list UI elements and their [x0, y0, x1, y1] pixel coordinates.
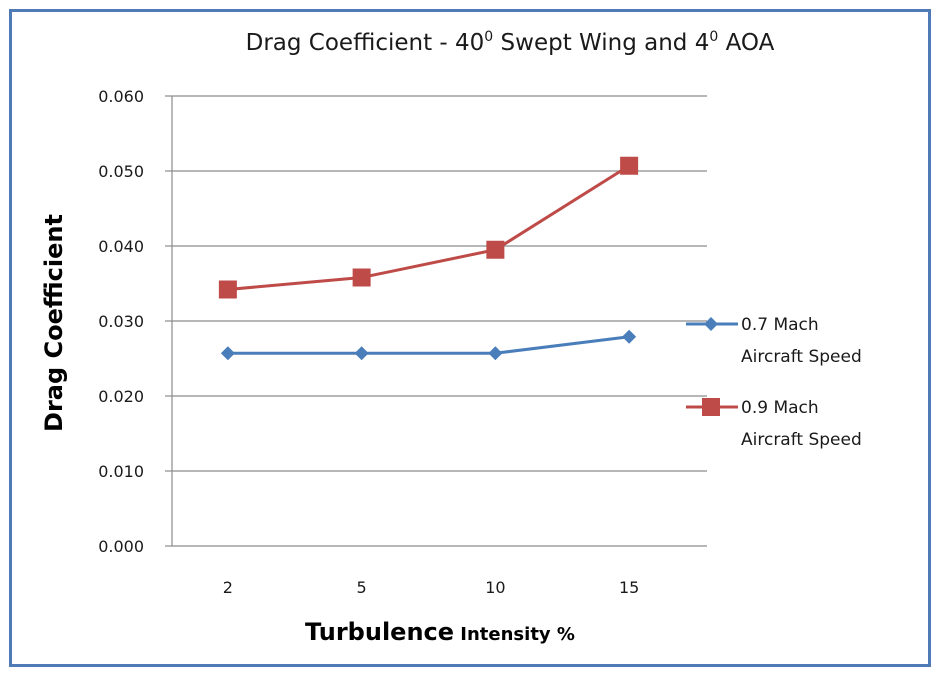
x-tick-label: 15: [619, 578, 639, 597]
x-tick-label: 10: [485, 578, 505, 597]
legend-marker: [702, 398, 720, 416]
legend-marker: [704, 317, 718, 331]
x-axis-ticks: 2 5 10 15: [223, 578, 640, 597]
legend-label: Aircraft Speed: [741, 347, 862, 367]
y-tick-label: 0.060: [98, 87, 144, 106]
series-markers: [218, 156, 639, 361]
gridlines: [165, 95, 707, 547]
legend-label: Aircraft Speed: [741, 430, 862, 450]
data-point: [354, 346, 369, 361]
series-line: [227, 164, 630, 291]
data-point: [488, 346, 503, 361]
chart-frame: [9, 9, 931, 667]
data-point: [622, 329, 637, 344]
y-axis-ticks: 0.000 0.010 0.020 0.030 0.040 0.050 0.060: [98, 87, 144, 556]
y-tick-label: 0.050: [98, 162, 144, 181]
chart-title: Drag Coefficient - 400 Swept Wing and 40…: [246, 29, 775, 56]
legend-label: 0.9 Mach: [741, 398, 819, 418]
data-point: [218, 280, 237, 299]
data-point: [352, 268, 371, 287]
y-tick-label: 0.000: [98, 537, 144, 556]
legend: 0.7 Mach Aircraft Speed 0.9 Mach Aircraft S…: [686, 315, 862, 450]
series-lines: [227, 164, 630, 355]
y-tick-label: 0.040: [98, 237, 144, 256]
data-point: [220, 346, 235, 361]
legend-label: 0.7 Mach: [741, 315, 819, 335]
x-tick-label: 2: [223, 578, 233, 597]
data-point: [486, 240, 505, 259]
series-line: [227, 335, 630, 355]
y-tick-label: 0.020: [98, 387, 144, 406]
x-tick-label: 5: [357, 578, 367, 597]
y-tick-label: 0.030: [98, 312, 144, 331]
y-tick-label: 0.010: [98, 462, 144, 481]
data-point: [620, 156, 639, 175]
x-axis-title: Turbulence Intensity %: [305, 618, 575, 646]
y-axis-title: Drag Coefficient: [40, 214, 68, 432]
